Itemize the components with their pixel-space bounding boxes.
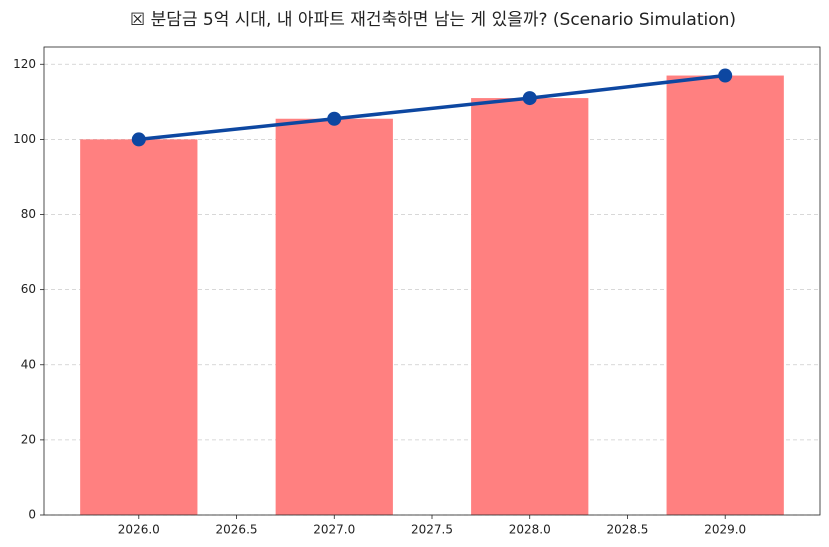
chart-title: ☒ 분담금 5억 시대, 내 아파트 재건축하면 남는 게 있을까? (Scen… [130, 10, 736, 30]
bar [80, 139, 198, 515]
y-tick-label: 80 [21, 207, 36, 221]
x-tick-label: 2027.0 [313, 523, 355, 537]
line-marker [718, 68, 733, 83]
x-tick-label: 2029.0 [704, 523, 746, 537]
bar [666, 75, 784, 515]
x-tick-label: 2028.0 [509, 523, 551, 537]
y-tick-label: 60 [21, 282, 36, 296]
plot-frame [43, 46, 821, 516]
y-tick-label: 20 [21, 432, 36, 446]
y-tick-label: 100 [13, 132, 36, 146]
line-marker [522, 91, 537, 106]
bar [471, 98, 589, 516]
y-tick-label: 40 [21, 357, 36, 371]
x-tick-label: 2026.0 [118, 523, 160, 537]
line [138, 73, 726, 142]
x-tick-label: 2028.5 [606, 523, 648, 537]
x-tick-label: 2027.5 [411, 523, 453, 537]
line-marker [327, 111, 342, 126]
line-marker [131, 132, 146, 147]
bar [275, 118, 393, 516]
y-tick-label: 0 [28, 508, 36, 522]
y-tick-label: 120 [13, 57, 36, 71]
x-tick-label: 2026.5 [216, 523, 258, 537]
